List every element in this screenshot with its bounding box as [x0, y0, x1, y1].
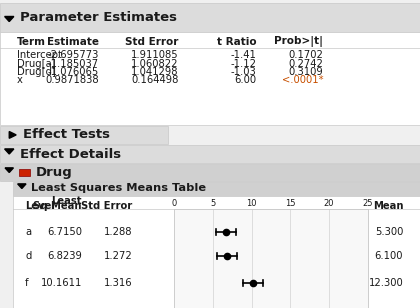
Text: Effect Details: Effect Details [20, 148, 121, 160]
Text: 20: 20 [324, 199, 334, 208]
Text: a: a [25, 227, 32, 237]
FancyBboxPatch shape [0, 32, 420, 125]
Text: Intercept: Intercept [17, 51, 62, 60]
Text: 6.7150: 6.7150 [47, 227, 82, 237]
Text: 10: 10 [246, 199, 257, 208]
Polygon shape [5, 168, 13, 172]
Text: 1.288: 1.288 [104, 227, 132, 237]
Text: Level: Level [25, 201, 55, 211]
FancyBboxPatch shape [13, 182, 420, 196]
Text: 1.041298: 1.041298 [131, 67, 178, 77]
Polygon shape [18, 184, 26, 188]
FancyBboxPatch shape [0, 145, 420, 163]
Text: 10.1611: 10.1611 [40, 278, 82, 288]
Text: 6.8239: 6.8239 [47, 251, 82, 261]
Text: Drug[a]: Drug[a] [17, 59, 55, 69]
FancyBboxPatch shape [0, 3, 420, 32]
Text: -1.076065: -1.076065 [47, 67, 99, 77]
Text: Estimate: Estimate [47, 37, 99, 47]
Text: <.0001*: <.0001* [282, 75, 323, 85]
Text: 5.300: 5.300 [375, 227, 403, 237]
Text: 0.1702: 0.1702 [289, 51, 323, 60]
FancyBboxPatch shape [13, 196, 420, 308]
Text: Std Error: Std Error [81, 201, 132, 211]
Text: Least: Least [51, 196, 82, 206]
Text: 0.164498: 0.164498 [131, 75, 178, 85]
Text: 1.272: 1.272 [104, 251, 132, 261]
Text: 0.3109: 0.3109 [289, 67, 323, 77]
Text: 6.00: 6.00 [234, 75, 256, 85]
FancyBboxPatch shape [0, 164, 420, 181]
Text: -1.185037: -1.185037 [47, 59, 99, 69]
Text: Drug[d]: Drug[d] [17, 67, 56, 77]
Text: 25: 25 [362, 199, 373, 208]
Text: Drug: Drug [36, 166, 73, 179]
Text: 6.100: 6.100 [375, 251, 403, 261]
Text: 1.911085: 1.911085 [131, 51, 178, 60]
Text: t Ratio: t Ratio [217, 37, 256, 47]
Text: x: x [17, 75, 23, 85]
Text: f: f [25, 278, 29, 288]
Text: Std Error: Std Error [125, 37, 178, 47]
Text: -1.03: -1.03 [231, 67, 256, 77]
Text: Least Squares Means Table: Least Squares Means Table [31, 184, 206, 193]
Polygon shape [9, 132, 16, 138]
Text: 0.9871838: 0.9871838 [45, 75, 99, 85]
Text: 5: 5 [210, 199, 215, 208]
Text: Term: Term [17, 37, 46, 47]
Text: -1.41: -1.41 [230, 51, 256, 60]
Text: 15: 15 [285, 199, 296, 208]
Polygon shape [5, 149, 14, 154]
Text: d: d [25, 251, 32, 261]
FancyBboxPatch shape [19, 169, 30, 176]
Text: 0: 0 [172, 199, 177, 208]
Polygon shape [5, 16, 14, 22]
Text: 0.2742: 0.2742 [289, 59, 323, 69]
Text: Parameter Estimates: Parameter Estimates [20, 11, 177, 24]
Text: Prob>|t|: Prob>|t| [274, 36, 323, 47]
FancyBboxPatch shape [0, 126, 168, 144]
Text: Sq Mean: Sq Mean [34, 201, 82, 211]
FancyBboxPatch shape [174, 209, 368, 308]
Text: -2.695773: -2.695773 [47, 51, 99, 60]
Text: 1.060822: 1.060822 [131, 59, 178, 69]
Text: Effect Tests: Effect Tests [23, 128, 110, 141]
Text: -1.12: -1.12 [230, 59, 256, 69]
Text: Mean: Mean [373, 201, 403, 211]
Text: 1.316: 1.316 [104, 278, 132, 288]
Text: 12.300: 12.300 [368, 278, 403, 288]
